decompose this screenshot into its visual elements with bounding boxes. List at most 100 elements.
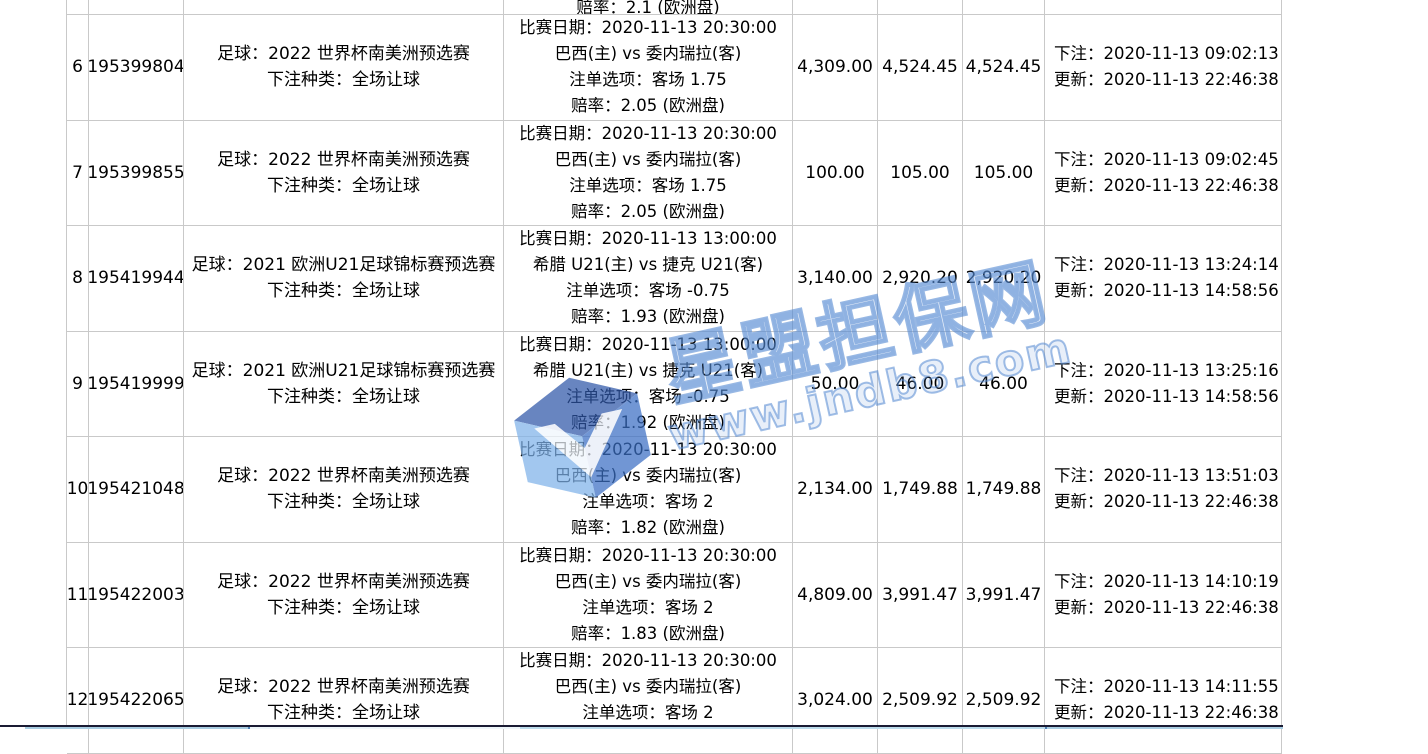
cell-line: 足球：2022 世界杯南美洲预选赛 — [217, 677, 470, 698]
next-section-clipped-edge — [0, 725, 1283, 729]
cell-line: 下注：2020-11-13 09:02:45 — [1054, 149, 1279, 169]
cell-line: 下注：2020-11-13 13:51:03 — [1054, 466, 1279, 486]
cell-line: 赔率：2.05 (欧洲盘) — [571, 96, 725, 116]
cell-line: 注单选项：客场 2 — [582, 703, 714, 723]
cell-line: 2,509.92 — [882, 690, 958, 711]
cell-line: 下注种类：全场让球 — [267, 70, 420, 91]
bet-id-cell: 195419944 — [89, 226, 184, 331]
cell-line: 3,991.47 — [882, 584, 958, 605]
row-number-cell: 9 — [67, 331, 89, 436]
cell-line: 1,749.88 — [965, 479, 1042, 500]
cell-line: 6 — [72, 57, 83, 78]
stake-amount-cell: 3,024.00 — [793, 648, 878, 753]
cell-line: 1,749.88 — [882, 479, 958, 500]
bet-times-cell: 下注：2020-11-13 13:24:14 更新：2020-11-13 14:5… — [1045, 226, 1282, 331]
cell-line: 巴西(主) vs 委内瑞拉(客) — [554, 677, 742, 697]
cell-line: 注单选项：客场 2 — [582, 597, 714, 617]
cell-line: 3,991.47 — [965, 584, 1042, 605]
cell-line: 195419999 — [89, 373, 184, 394]
cell-line: 足球：2022 世界杯南美洲预选赛 — [217, 466, 470, 487]
cell-line: 下注：2020-11-13 13:24:14 — [1054, 255, 1279, 275]
cell-line: 赔率：1.93 (欧洲盘) — [571, 307, 725, 327]
match-cell: 赔率：2.1 (欧洲盘) — [504, 0, 793, 14]
cell-line: 46.00 — [895, 373, 945, 394]
cell-line: 足球：2022 世界杯南美洲预选赛 — [217, 571, 470, 592]
cell-line: 下注种类：全场让球 — [267, 703, 420, 724]
table-row: 12 195422065 足球：2022 世界杯南美洲预选赛 下注种类：全场让球 比赛日… — [67, 648, 1282, 754]
valid-amount-cell — [878, 0, 963, 14]
result-amount-cell — [963, 0, 1045, 14]
cell-line: 2,920.20 — [965, 268, 1042, 289]
cell-line: 下注：2020-11-13 14:11:55 — [1054, 677, 1279, 697]
valid-amount-cell: 1,749.88 — [878, 437, 963, 542]
stake-amount-cell: 3,140.00 — [793, 226, 878, 331]
table-row: 7 195399855 足球：2022 世界杯南美洲预选赛 下注种类：全场让球 比赛日期… — [67, 120, 1282, 226]
bet-times-cell: 下注：2020-11-13 14:10:19 更新：2020-11-13 22:4… — [1045, 542, 1282, 647]
result-amount-cell: 46.00 — [963, 331, 1045, 436]
cell-line: 下注种类：全场让球 — [267, 386, 420, 407]
league-cell — [184, 0, 504, 14]
cell-line: 足球：2022 世界杯南美洲预选赛 — [217, 44, 470, 65]
cell-line: 希腊 U21(主) vs 捷克 U21(客) — [532, 360, 764, 380]
cell-line: 下注：2020-11-13 14:10:19 — [1054, 571, 1279, 591]
valid-amount-cell: 3,991.47 — [878, 542, 963, 647]
cell-line: 足球：2021 欧洲U21足球锦标赛预选赛 — [191, 255, 496, 276]
cell-line: 4,524.45 — [965, 57, 1042, 78]
cell-line: 下注种类：全场让球 — [267, 281, 420, 302]
cell-line: 更新：2020-11-13 22:46:38 — [1054, 492, 1279, 512]
cell-line: 4,524.45 — [882, 57, 958, 78]
table-row: 6 195399804 足球：2022 世界杯南美洲预选赛 下注种类：全场让球 比赛日期… — [67, 15, 1282, 121]
cell-line: 4,309.00 — [797, 57, 873, 78]
row-number-cell: 6 — [67, 15, 89, 120]
cell-line: 3,140.00 — [797, 268, 873, 289]
cell-line: 比赛日期：2020-11-13 20:30:00 — [519, 440, 777, 460]
cell-line: 足球：2022 世界杯南美洲预选赛 — [217, 149, 470, 170]
cell-line: 赔率：1.92 (欧洲盘) — [571, 412, 725, 432]
bet-id-cell: 195399855 — [89, 120, 184, 225]
league-cell: 足球：2022 世界杯南美洲预选赛 下注种类：全场让球 — [184, 120, 504, 225]
table-row: 10 195421048 足球：2022 世界杯南美洲预选赛 下注种类：全场让球 比赛日… — [67, 437, 1282, 543]
league-cell: 足球：2022 世界杯南美洲预选赛 下注种类：全场让球 — [184, 542, 504, 647]
bet-times-cell: 下注：2020-11-13 13:51:03 更新：2020-11-13 22:4… — [1045, 437, 1282, 542]
league-cell: 足球：2022 世界杯南美洲预选赛 下注种类：全场让球 — [184, 648, 504, 753]
bet-id-cell — [89, 0, 184, 14]
stake-amount-cell: 4,809.00 — [793, 542, 878, 647]
cell-line: 更新：2020-11-13 14:58:56 — [1054, 386, 1279, 406]
table-row-partial: 赔率：2.1 (欧洲盘) — [67, 0, 1282, 15]
cell-line: 195421048 — [89, 479, 184, 500]
cell-line: 比赛日期：2020-11-13 20:30:00 — [519, 545, 777, 565]
cell-line: 更新：2020-11-13 22:46:38 — [1054, 703, 1279, 723]
stake-amount-cell — [793, 0, 878, 14]
cell-line: 足球：2021 欧洲U21足球锦标赛预选赛 — [191, 360, 496, 381]
cell-line: 2,920.20 — [882, 268, 958, 289]
row-number-cell: 8 — [67, 226, 89, 331]
league-cell: 足球：2022 世界杯南美洲预选赛 下注种类：全场让球 — [184, 15, 504, 120]
cell-line: 195419944 — [89, 268, 184, 289]
row-number-cell: 12 — [67, 648, 89, 753]
cell-line: 注单选项：客场 -0.75 — [566, 281, 730, 301]
valid-amount-cell: 105.00 — [878, 120, 963, 225]
cell-line: 下注种类：全场让球 — [267, 175, 420, 196]
cell-line: 2,509.92 — [965, 690, 1042, 711]
cell-line: 9 — [72, 373, 83, 394]
bet-records-table: 赔率：2.1 (欧洲盘) 6 195399804 足球：2022 世界杯南美洲预选赛… — [66, 0, 1282, 754]
table-row: 9 195419999 足球：2021 欧洲U21足球锦标赛预选赛 下注种类：全场让球… — [67, 331, 1282, 437]
stake-amount-cell: 100.00 — [793, 120, 878, 225]
cell-line: 195422065 — [89, 690, 184, 711]
cell-line: 更新：2020-11-13 22:46:38 — [1054, 70, 1279, 90]
stake-amount-cell: 4,309.00 — [793, 15, 878, 120]
cell-line — [645, 726, 650, 752]
cell-line: 巴西(主) vs 委内瑞拉(客) — [554, 466, 742, 486]
bet-times-cell — [1045, 0, 1282, 14]
cell-line: 注单选项：客场 1.75 — [569, 70, 727, 90]
result-amount-cell: 2,509.92 — [963, 648, 1045, 753]
match-cell: 比赛日期：2020-11-13 13:00:00 希腊 U21(主) vs 捷克 … — [504, 226, 793, 331]
bet-times-cell: 下注：2020-11-13 14:11:55 更新：2020-11-13 22:4… — [1045, 648, 1282, 753]
cell-line: 更新：2020-11-13 22:46:38 — [1054, 175, 1279, 195]
match-cell: 比赛日期：2020-11-13 20:30:00 巴西(主) vs 委内瑞拉(客)… — [504, 15, 793, 120]
table-row: 8 195419944 足球：2021 欧洲U21足球锦标赛预选赛 下注种类：全场让球… — [67, 226, 1282, 332]
cell-line: 2,134.00 — [797, 479, 873, 500]
table-row: 11 195422003 足球：2022 世界杯南美洲预选赛 下注种类：全场让球 比赛日… — [67, 542, 1282, 648]
bet-id-cell: 195422003 — [89, 542, 184, 647]
cell-line: 比赛日期：2020-11-13 20:30:00 — [519, 123, 777, 143]
